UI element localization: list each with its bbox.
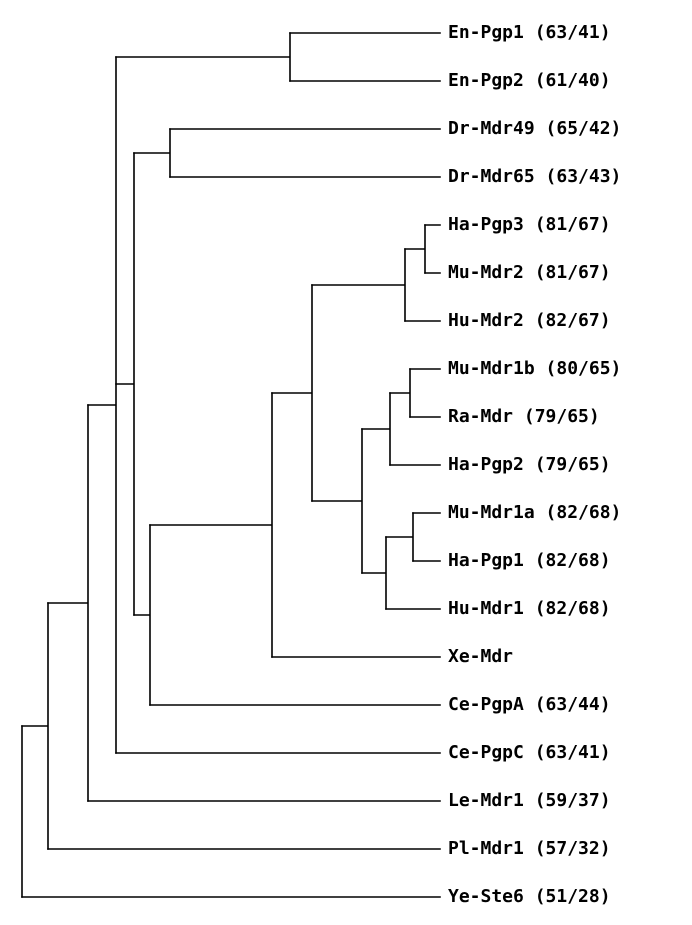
tree-branches xyxy=(21,32,441,898)
internal-node xyxy=(361,392,391,466)
leaf-label-le-mdr1: Le-Mdr1 (59/37) xyxy=(448,790,611,811)
leaf-label-ra-mdr: Ra-Mdr (79/65) xyxy=(448,406,600,427)
internal-node xyxy=(115,152,135,616)
internal-node xyxy=(385,512,414,562)
internal-node xyxy=(47,404,89,802)
leaf-label-xe-mdr: Xe-Mdr xyxy=(448,646,513,667)
leaf-label-ha-pgp3: Ha-Pgp3 (81/67) xyxy=(448,214,611,235)
leaf-label-ce-pgpc: Ce-PgpC (63/41) xyxy=(448,742,611,763)
leaf-label-mu-mdr1b: Mu-Mdr1b (80/65) xyxy=(448,358,621,379)
leaf-label-dr-mdr65: Dr-Mdr65 (63/43) xyxy=(448,166,621,187)
internal-node xyxy=(133,524,151,706)
internal-node xyxy=(311,428,363,574)
leaf-label-ha-pgp1: Ha-Pgp1 (82/68) xyxy=(448,550,611,571)
internal-node xyxy=(404,224,426,274)
internal-node xyxy=(133,128,171,178)
internal-node xyxy=(389,368,411,418)
internal-node xyxy=(21,602,49,850)
leaf-label-hu-mdr2: Hu-Mdr2 (82/67) xyxy=(448,310,611,331)
leaf-label-ha-pgp2: Ha-Pgp2 (79/65) xyxy=(448,454,611,475)
leaf-label-mu-mdr1a: Mu-Mdr1a (82/68) xyxy=(448,502,621,523)
leaf-label-mu-mdr2: Mu-Mdr2 (81/67) xyxy=(448,262,611,283)
internal-node xyxy=(149,392,273,658)
internal-node xyxy=(87,56,117,754)
internal-node xyxy=(311,248,406,322)
internal-node xyxy=(361,536,387,610)
leaf-label-pl-mdr1: Pl-Mdr1 (57/32) xyxy=(448,838,611,859)
leaf-label-en-pgp2: En-Pgp2 (61/40) xyxy=(448,70,611,91)
internal-node xyxy=(115,32,291,82)
leaf-label-dr-mdr49: Dr-Mdr49 (65/42) xyxy=(448,118,621,139)
leaf-label-ye-ste6: Ye-Ste6 (51/28) xyxy=(448,886,611,907)
leaf-label-ce-pgpa: Ce-PgpA (63/44) xyxy=(448,694,611,715)
leaf-label-hu-mdr1: Hu-Mdr1 (82/68) xyxy=(448,598,611,619)
leaf-labels: En-Pgp1 (63/41) En-Pgp2 (61/40) Dr-Mdr49 (… xyxy=(448,22,621,907)
internal-node xyxy=(271,284,313,502)
leaf-label-en-pgp1: En-Pgp1 (63/41) xyxy=(448,22,611,43)
